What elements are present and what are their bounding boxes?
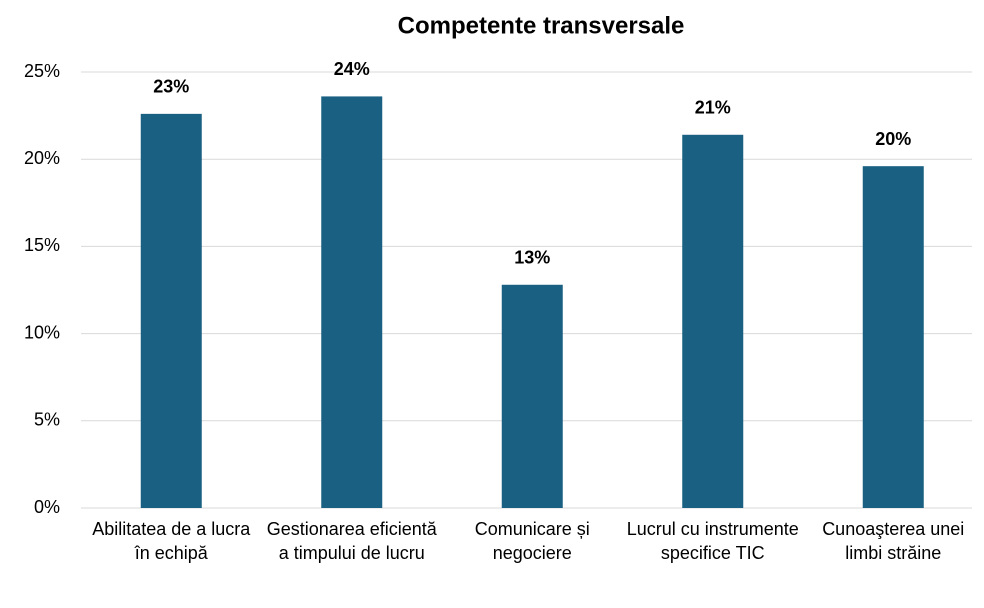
data-label: 20% <box>875 129 911 149</box>
bar <box>140 113 202 508</box>
y-tick-label: 0% <box>34 497 60 517</box>
y-tick-label: 5% <box>34 410 60 430</box>
bar <box>321 96 383 508</box>
bar <box>682 134 744 508</box>
y-tick-label: 15% <box>24 235 60 255</box>
x-tick-label: Abilitatea de a lucra în echipă <box>92 519 251 563</box>
bar <box>862 166 924 508</box>
data-label: 23% <box>153 77 189 97</box>
data-label: 21% <box>695 98 731 118</box>
data-label: 24% <box>334 59 370 79</box>
x-tick-label: Cunoaşterea unei limbi străine <box>822 519 965 563</box>
y-tick-label: 20% <box>24 148 60 168</box>
data-label: 13% <box>514 248 550 268</box>
x-tick-label: Gestionarea eficientă a timpului de lucr… <box>266 519 437 563</box>
y-tick-label: 10% <box>24 322 60 342</box>
x-tick-label: Comunicare și negociere <box>474 519 590 563</box>
bar <box>501 284 563 508</box>
chart-title: Competente transversale <box>398 12 685 39</box>
y-tick-label: 25% <box>24 61 60 81</box>
x-tick-label: Lucrul cu instrumente specifice TIC <box>626 519 799 563</box>
